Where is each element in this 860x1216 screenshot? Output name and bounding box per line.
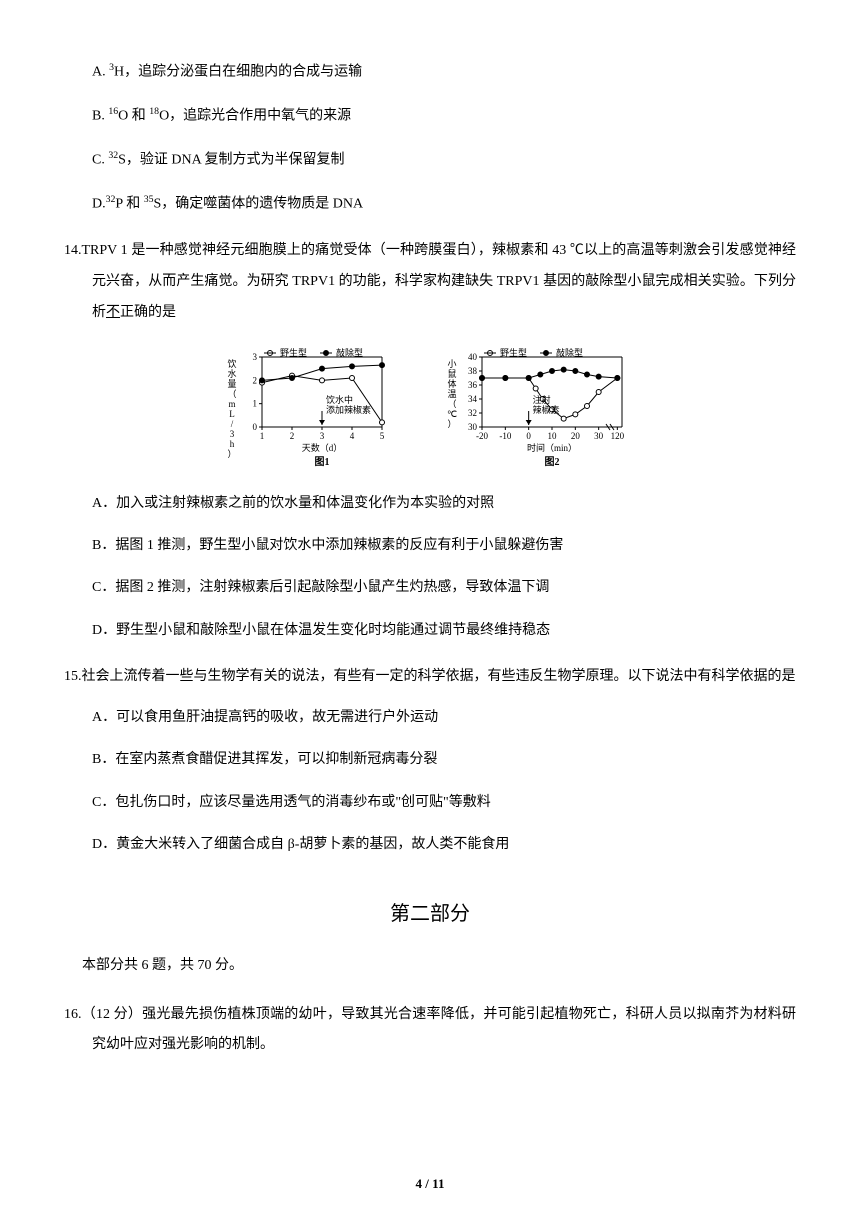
svg-text:20: 20 — [571, 431, 581, 441]
q15-option-b: B．在室内蒸煮食醋促进其挥发，可以抑制新冠病毒分裂 — [92, 749, 796, 771]
svg-text:/: / — [231, 419, 234, 429]
svg-text:时间（min）: 时间（min） — [527, 442, 577, 453]
svg-text:注射: 注射 — [533, 394, 551, 405]
svg-text:120: 120 — [611, 431, 625, 441]
svg-text:饮: 饮 — [227, 358, 236, 369]
section-2-header: 第二部分 — [64, 897, 796, 926]
q13-option-b: B. 16O 和 18O，追踪光合作用中氧气的来源 — [92, 104, 796, 128]
svg-text:野生型: 野生型 — [280, 347, 307, 358]
svg-text:40: 40 — [468, 352, 478, 362]
svg-text:小: 小 — [447, 359, 456, 369]
question-14: 14.TRPV 1 是一种感觉神经元细胞膜上的痛觉受体（一种跨膜蛋白），辣椒素和… — [64, 236, 796, 642]
svg-text:（: （ — [447, 399, 456, 409]
svg-text:水: 水 — [227, 368, 236, 379]
svg-text:添加辣椒素: 添加辣椒素 — [326, 404, 371, 415]
svg-text:天数（d）: 天数（d） — [302, 442, 343, 453]
svg-text:0: 0 — [253, 422, 258, 432]
q14-option-d: D．野生型小鼠和敲除型小鼠在体温发生变化时均能通过调节最终维持稳态 — [92, 620, 796, 642]
svg-text:1: 1 — [253, 398, 258, 408]
question-15: 15.社会上流传着一些与生物学有关的说法，有些有一定的科学依据，有些违反生物学原… — [64, 662, 796, 856]
svg-text:敲除型: 敲除型 — [556, 347, 583, 358]
svg-text:饮水中: 饮水中 — [326, 394, 353, 405]
svg-text:3: 3 — [320, 431, 325, 441]
svg-text:32: 32 — [468, 408, 477, 418]
chart-1: 012312345野生型敲除型饮水中添加辣椒素天数（d）饮水量（mL/3h）图1 — [220, 343, 400, 473]
svg-text:2: 2 — [290, 431, 295, 441]
svg-text:h: h — [230, 439, 235, 449]
svg-text:-10: -10 — [499, 431, 511, 441]
svg-text:量: 量 — [227, 379, 236, 389]
q15-option-a: A．可以食用鱼肝油提高钙的吸收，故无需进行户外运动 — [92, 707, 796, 729]
svg-text:图2: 图2 — [545, 456, 560, 468]
svg-text:36: 36 — [468, 380, 478, 390]
svg-text:温: 温 — [447, 389, 456, 399]
q13-option-d: D.32P 和 35S，确定噬菌体的遗传物质是 DNA — [92, 192, 796, 216]
svg-text:鼠: 鼠 — [447, 368, 456, 379]
svg-text:图1: 图1 — [315, 456, 330, 468]
svg-text:-20: -20 — [476, 431, 488, 441]
q13-option-a: A. 3H，追踪分泌蛋白在细胞内的合成与运输 — [92, 60, 796, 84]
svg-text:10: 10 — [548, 431, 558, 441]
svg-text:38: 38 — [468, 366, 478, 376]
q14-charts: 012312345野生型敲除型饮水中添加辣椒素天数（d）饮水量（mL/3h）图1… — [64, 343, 796, 473]
q14-option-a: A．加入或注射辣椒素之前的饮水量和体温变化作为本实验的对照 — [92, 493, 796, 515]
svg-text:34: 34 — [468, 394, 478, 404]
svg-text:0: 0 — [526, 431, 531, 441]
section-2-note: 本部分共 6 题，共 70 分。 — [82, 954, 796, 974]
svg-text:5: 5 — [380, 431, 385, 441]
q15-stem: 15.社会上流传着一些与生物学有关的说法，有些有一定的科学依据，有些违反生物学原… — [64, 662, 796, 693]
svg-text:4: 4 — [350, 431, 355, 441]
svg-text:m: m — [228, 399, 235, 409]
q14-stem: 14.TRPV 1 是一种感觉神经元细胞膜上的痛觉受体（一种跨膜蛋白），辣椒素和… — [64, 236, 796, 328]
svg-text:2: 2 — [253, 375, 258, 385]
q14-option-c: C．据图 2 推测，注射辣椒素后引起敲除型小鼠产生灼热感，导致体温下调 — [92, 577, 796, 599]
svg-text:3: 3 — [230, 429, 235, 439]
page-number: 4 / 11 — [0, 1176, 860, 1192]
q15-option-d: D．黄金大米转入了细菌合成自 β-胡萝卜素的基因，故人类不能食用 — [92, 834, 796, 856]
svg-text:体: 体 — [447, 378, 456, 389]
svg-text:敲除型: 敲除型 — [336, 347, 363, 358]
svg-text:）: ） — [447, 419, 456, 429]
question-13-options: A. 3H，追踪分泌蛋白在细胞内的合成与运输 B. 16O 和 18O，追踪光合… — [64, 60, 796, 216]
q16-stem: 16.（12 分）强光最先损伤植株顶端的幼叶，导致其光合速率降低，并可能引起植物… — [64, 1000, 796, 1062]
svg-text:野生型: 野生型 — [500, 347, 527, 358]
svg-text:）: ） — [227, 449, 236, 459]
svg-text:1: 1 — [260, 431, 265, 441]
q13-option-c: C. 32S，验证 DNA 复制方式为半保留复制 — [92, 148, 796, 172]
chart-2: 303234363840-20-100102030120野生型敲除型注射辣椒素时… — [440, 343, 640, 473]
question-16: 16.（12 分）强光最先损伤植株顶端的幼叶，导致其光合速率降低，并可能引起植物… — [64, 1000, 796, 1062]
svg-text:3: 3 — [253, 352, 258, 362]
q15-option-c: C．包扎伤口时，应该尽量选用透气的消毒纱布或"创可贴"等敷料 — [92, 792, 796, 814]
q14-option-b: B．据图 1 推测，野生型小鼠对饮水中添加辣椒素的反应有利于小鼠躲避伤害 — [92, 535, 796, 557]
svg-text:℃: ℃ — [447, 409, 457, 419]
svg-text:30: 30 — [594, 431, 604, 441]
svg-text:（: （ — [227, 389, 236, 399]
svg-text:L: L — [229, 409, 235, 419]
svg-text:辣椒素: 辣椒素 — [533, 404, 560, 415]
